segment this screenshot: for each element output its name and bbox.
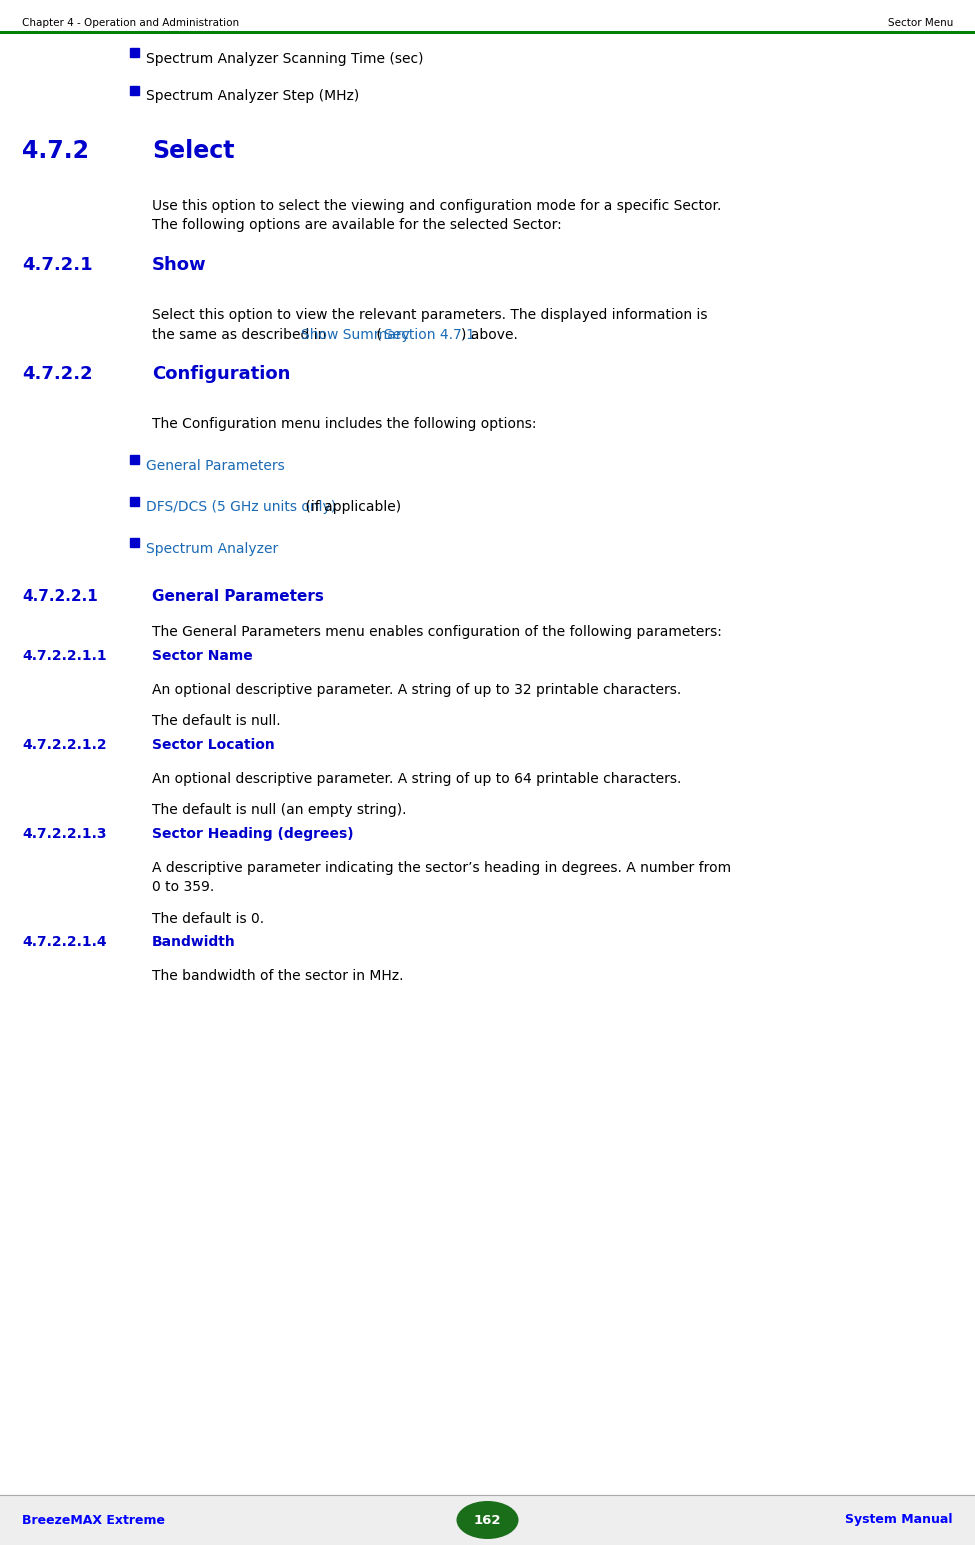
Text: An optional descriptive parameter. A string of up to 64 printable characters.: An optional descriptive parameter. A str…: [152, 771, 682, 785]
Text: Sector Name: Sector Name: [152, 649, 253, 663]
Text: System Manual: System Manual: [845, 1514, 953, 1526]
Text: Select: Select: [152, 139, 235, 164]
Text: Spectrum Analyzer Scanning Time (sec): Spectrum Analyzer Scanning Time (sec): [146, 53, 423, 66]
Text: BreezeMAX Extreme: BreezeMAX Extreme: [22, 1514, 165, 1526]
Text: ) above.: ) above.: [461, 328, 519, 341]
Text: 4.7.2.2.1.4: 4.7.2.2.1.4: [22, 935, 106, 949]
Bar: [0, 1496, 975, 1545]
Text: 4.7.2.2.1.3: 4.7.2.2.1.3: [22, 827, 106, 840]
Text: Spectrum Analyzer: Spectrum Analyzer: [146, 541, 278, 556]
Text: Chapter 4 - Operation and Administration: Chapter 4 - Operation and Administration: [22, 19, 239, 28]
Text: Spectrum Analyzer Step (MHz): Spectrum Analyzer Step (MHz): [146, 90, 359, 104]
Ellipse shape: [456, 1502, 519, 1539]
Text: 4.7.2.2.1.1: 4.7.2.2.1.1: [22, 649, 106, 663]
Text: 4.7.2.2: 4.7.2.2: [22, 365, 93, 383]
Text: Sector Heading (degrees): Sector Heading (degrees): [152, 827, 354, 840]
Text: The default is null (an empty string).: The default is null (an empty string).: [152, 803, 407, 817]
Text: The default is 0.: The default is 0.: [152, 912, 264, 925]
Text: the same as described in: the same as described in: [152, 328, 331, 341]
Text: Show: Show: [152, 256, 207, 273]
Text: 0 to 359.: 0 to 359.: [152, 881, 214, 895]
Text: The bandwidth of the sector in MHz.: The bandwidth of the sector in MHz.: [152, 969, 404, 983]
Text: (: (: [372, 328, 382, 341]
Text: Bandwidth: Bandwidth: [152, 935, 236, 949]
Bar: [130, 454, 139, 463]
Text: The following options are available for the selected Sector:: The following options are available for …: [152, 218, 562, 232]
Text: DFS/DCS (5 GHz units only): DFS/DCS (5 GHz units only): [146, 501, 336, 514]
Text: The General Parameters menu enables configuration of the following parameters:: The General Parameters menu enables conf…: [152, 626, 722, 640]
Text: (if applicable): (if applicable): [300, 501, 401, 514]
Text: 4.7.2.2.1: 4.7.2.2.1: [22, 589, 98, 604]
Text: 162: 162: [474, 1514, 501, 1526]
Text: The Configuration menu includes the following options:: The Configuration menu includes the foll…: [152, 417, 536, 431]
Text: General Parameters: General Parameters: [152, 589, 324, 604]
Text: Sector Location: Sector Location: [152, 737, 275, 751]
Text: General Parameters: General Parameters: [146, 459, 285, 473]
Text: Section 4.7.1: Section 4.7.1: [384, 328, 475, 341]
Bar: [130, 496, 139, 505]
Text: Use this option to select the viewing and configuration mode for a specific Sect: Use this option to select the viewing an…: [152, 199, 722, 213]
Text: A descriptive parameter indicating the sector’s heading in degrees. A number fro: A descriptive parameter indicating the s…: [152, 861, 731, 874]
Text: 4.7.2: 4.7.2: [22, 139, 89, 164]
Bar: [130, 48, 139, 57]
Text: Show Summary: Show Summary: [300, 328, 410, 341]
Text: Configuration: Configuration: [152, 365, 291, 383]
Text: 4.7.2.2.1.2: 4.7.2.2.1.2: [22, 737, 106, 751]
Text: 4.7.2.1: 4.7.2.1: [22, 256, 93, 273]
Text: Sector Menu: Sector Menu: [887, 19, 953, 28]
Text: An optional descriptive parameter. A string of up to 32 printable characters.: An optional descriptive parameter. A str…: [152, 683, 682, 697]
Text: The default is null.: The default is null.: [152, 714, 281, 728]
Bar: [130, 538, 139, 547]
Bar: [130, 87, 139, 94]
Text: Select this option to view the relevant parameters. The displayed information is: Select this option to view the relevant …: [152, 307, 708, 321]
